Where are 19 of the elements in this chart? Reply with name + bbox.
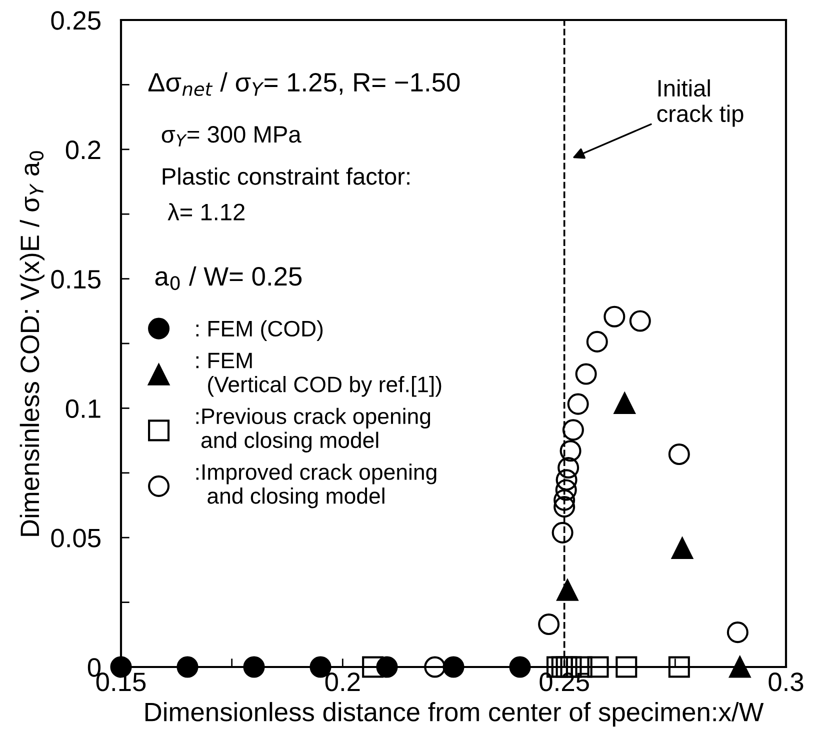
annotation: a$_{0}$ / W= 0.25 [155,266,302,290]
y-tick-label: 0.15 [51,270,100,289]
x-axis-title: Dimensionless distance from center of specimen:x/W [145,702,764,727]
x-tick-label: 0.2 [325,672,360,692]
y-axis-title: Dimensinless COD: V(x)E / σ$_{Y}$ a$_{0}$ [20,151,44,536]
y-tick-label: 0.2 [66,140,100,160]
legend-label: : FEM (COD) [196,320,323,341]
x-tick-label: 0.3 [768,672,804,692]
legend-label: :Previous crack opening and closing model [196,408,430,452]
legend-label: :Improved crack opening and closing model [196,464,436,508]
legend-label: : FEM (Vertical COD by ref.[1]) [196,352,442,397]
y-tick-label: 0.1 [66,399,100,418]
annotation: λ= 1.12 [168,203,244,220]
y-tick-label: 0.05 [51,528,100,548]
annotation: σ$_{Y}$= 300 MPa [162,126,302,146]
annotation: Initial crack tip [657,79,744,127]
y-tick-label: 0.25 [51,11,100,30]
annotation: Plastic constraint factor: [162,168,410,185]
annotation: Δσ$_{net}$ / σ$_{Y}$= 1.25, R= −1.50 [148,72,460,96]
